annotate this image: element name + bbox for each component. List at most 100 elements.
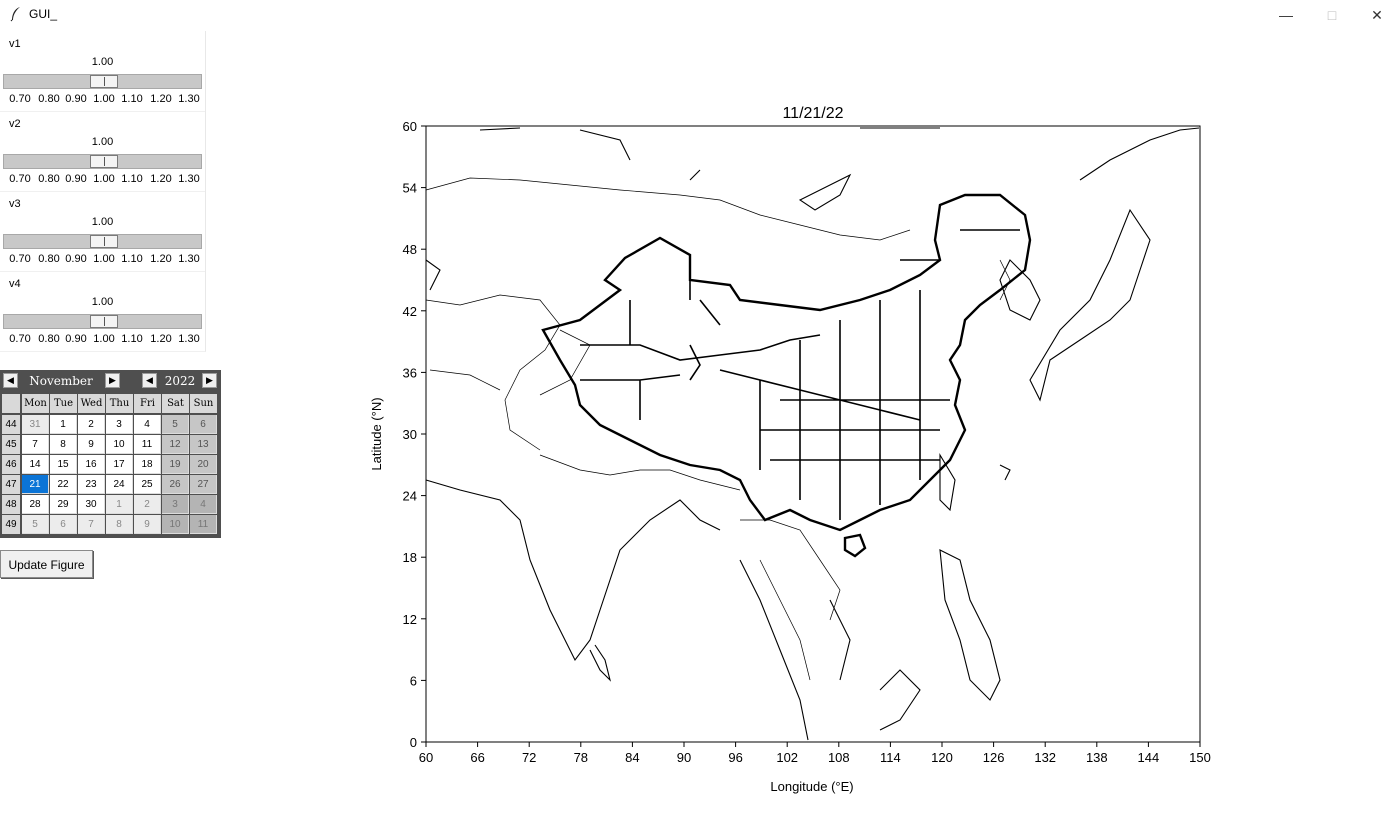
- prev-month-button[interactable]: ◀: [3, 373, 18, 388]
- weekday-header: Tue: [50, 394, 77, 413]
- slider-tick-label: 1.00: [93, 173, 115, 185]
- title-bar: GUI_ — □ ✕: [0, 0, 1400, 30]
- calendar-day[interactable]: 26: [162, 475, 189, 494]
- slider-tick-label: 1.30: [178, 253, 200, 265]
- calendar-day[interactable]: 9: [134, 515, 161, 534]
- calendar-day[interactable]: 19: [162, 455, 189, 474]
- weekday-header: Fri: [134, 394, 161, 413]
- slider-label: v1: [9, 38, 21, 50]
- calendar-day[interactable]: 30: [78, 495, 105, 514]
- calendar-day[interactable]: 27: [190, 475, 217, 494]
- slider-tick-label: 0.90: [65, 333, 87, 345]
- calendar-day[interactable]: 4: [190, 495, 217, 514]
- x-tick-label: 126: [983, 750, 1005, 765]
- feather-icon: [10, 7, 20, 22]
- slider-tick-label: 1.00: [93, 253, 115, 265]
- calendar-day[interactable]: 31: [22, 415, 49, 434]
- calendar-day[interactable]: 11: [190, 515, 217, 534]
- slider-thumb[interactable]: [90, 75, 118, 88]
- calendar-day[interactable]: 7: [78, 515, 105, 534]
- week-number: 49: [2, 515, 20, 534]
- x-tick-label: 150: [1189, 750, 1211, 765]
- y-axis-label: Latitude (°N): [369, 397, 384, 470]
- slider-tick-label: 1.30: [178, 173, 200, 185]
- calendar-day[interactable]: 25: [134, 475, 161, 494]
- y-tick-label: 0: [410, 735, 417, 750]
- x-tick-label: 144: [1138, 750, 1160, 765]
- slider-tick-label: 1.20: [150, 333, 172, 345]
- calendar-day[interactable]: 9: [78, 435, 105, 454]
- calendar-day[interactable]: 21: [22, 475, 49, 494]
- calendar-day[interactable]: 22: [50, 475, 77, 494]
- calendar-corner: [2, 394, 20, 413]
- calendar-day[interactable]: 5: [162, 415, 189, 434]
- calendar-day[interactable]: 8: [106, 515, 133, 534]
- week-number: 44: [2, 415, 20, 434]
- x-tick-label: 84: [625, 750, 639, 765]
- slider-thumb[interactable]: [90, 155, 118, 168]
- calendar-day[interactable]: 23: [78, 475, 105, 494]
- slider-v3: v3 1.00 0.70 0.80 0.90 1.00 1.10 1.20 1.30: [0, 191, 206, 272]
- slider-trough[interactable]: [3, 74, 202, 89]
- calendar-day[interactable]: 3: [162, 495, 189, 514]
- calendar-day[interactable]: 13: [190, 435, 217, 454]
- calendar-day[interactable]: 2: [78, 415, 105, 434]
- calendar-day[interactable]: 29: [50, 495, 77, 514]
- calendar-header: ◀ November ▶ ◀ 2022 ▶: [0, 370, 221, 392]
- calendar-day[interactable]: 7: [22, 435, 49, 454]
- calendar-day[interactable]: 14: [22, 455, 49, 474]
- update-figure-button[interactable]: Update Figure: [0, 550, 93, 578]
- slider-label: v3: [9, 198, 21, 210]
- y-tick-label: 18: [403, 550, 417, 565]
- calendar-day[interactable]: 17: [106, 455, 133, 474]
- calendar-day[interactable]: 16: [78, 455, 105, 474]
- calendar-day[interactable]: 18: [134, 455, 161, 474]
- slider-tick-label: 0.90: [65, 173, 87, 185]
- close-button[interactable]: ✕: [1371, 7, 1383, 23]
- x-tick-label: 138: [1086, 750, 1108, 765]
- calendar-day[interactable]: 10: [162, 515, 189, 534]
- calendar-day[interactable]: 1: [106, 495, 133, 514]
- calendar-day[interactable]: 10: [106, 435, 133, 454]
- calendar-day[interactable]: 20: [190, 455, 217, 474]
- calendar-day[interactable]: 2: [134, 495, 161, 514]
- maximize-button[interactable]: □: [1327, 7, 1337, 23]
- slider-tick-label: 0.70: [9, 253, 31, 265]
- calendar-day[interactable]: 15: [50, 455, 77, 474]
- slider-thumb[interactable]: [90, 315, 118, 328]
- calendar-day[interactable]: 1: [50, 415, 77, 434]
- x-tick-label: 96: [728, 750, 742, 765]
- slider-trough[interactable]: [3, 154, 202, 169]
- calendar-day[interactable]: 8: [50, 435, 77, 454]
- slider-trough[interactable]: [3, 234, 202, 249]
- calendar-day[interactable]: 6: [50, 515, 77, 534]
- slider-tick-label: 1.10: [121, 93, 143, 105]
- slider-tick-label: 0.80: [38, 253, 60, 265]
- map-title: 11/21/22: [782, 105, 843, 122]
- slider-tick-label: 1.20: [150, 93, 172, 105]
- calendar-day[interactable]: 6: [190, 415, 217, 434]
- next-month-button[interactable]: ▶: [105, 373, 120, 388]
- x-tick-label: 102: [776, 750, 798, 765]
- week-number: 46: [2, 455, 20, 474]
- weekday-header: Sun: [190, 394, 217, 413]
- calendar-day[interactable]: 4: [134, 415, 161, 434]
- weekday-header: Mon: [22, 394, 49, 413]
- calendar-day[interactable]: 5: [22, 515, 49, 534]
- slider-thumb[interactable]: [90, 235, 118, 248]
- week-number: 47: [2, 475, 20, 494]
- calendar-day[interactable]: 24: [106, 475, 133, 494]
- calendar-day[interactable]: 11: [134, 435, 161, 454]
- prev-year-button[interactable]: ◀: [142, 373, 157, 388]
- minimize-button[interactable]: —: [1279, 7, 1293, 23]
- calendar-day[interactable]: 28: [22, 495, 49, 514]
- next-year-button[interactable]: ▶: [202, 373, 217, 388]
- slider-tick-label: 1.10: [121, 333, 143, 345]
- slider-trough[interactable]: [3, 314, 202, 329]
- calendar-day[interactable]: 3: [106, 415, 133, 434]
- calendar-day[interactable]: 12: [162, 435, 189, 454]
- calendar-month: November: [29, 374, 93, 388]
- x-tick-label: 132: [1034, 750, 1056, 765]
- y-tick-label: 42: [403, 304, 417, 319]
